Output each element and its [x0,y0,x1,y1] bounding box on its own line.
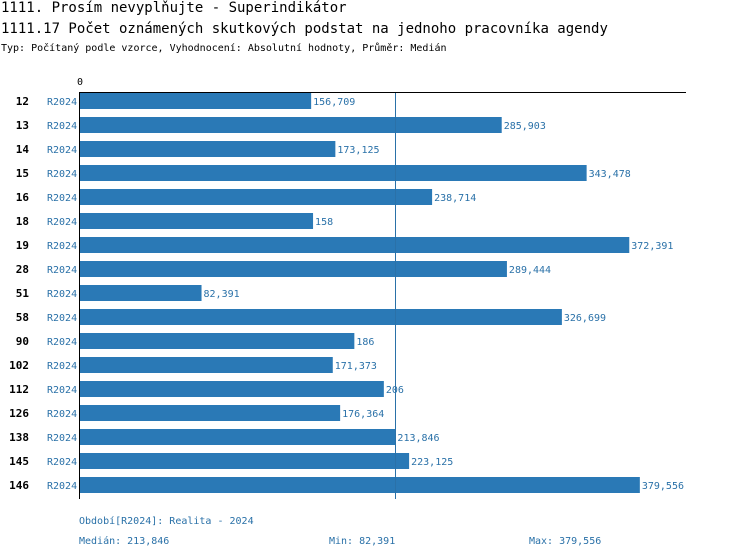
series-label: R2024 [47,265,77,276]
value-label: 173,125 [337,145,379,156]
value-label: 289,444 [509,265,551,276]
bar [80,477,640,493]
bar [80,117,502,133]
bar [80,429,396,445]
bar [80,381,384,397]
category-label: 15 [16,167,29,180]
value-label: 343,478 [589,169,631,180]
category-label: 102 [9,359,29,372]
series-label: R2024 [47,289,77,300]
value-label: 213,846 [397,433,439,444]
category-label: 112 [9,383,29,396]
value-label: 206 [386,385,404,396]
category-label: 13 [16,119,29,132]
bar [80,213,314,229]
value-label: 171,373 [335,361,377,372]
series-label: R2024 [47,121,77,132]
value-label: 156,709 [313,97,355,108]
bar [80,237,630,253]
series-label: R2024 [47,241,77,252]
category-label: 138 [9,431,29,444]
category-label: 12 [16,95,29,108]
category-label: 58 [16,311,29,324]
category-label: 14 [16,143,30,156]
category-label: 90 [16,335,29,348]
bar [80,405,341,421]
category-label: 126 [9,407,29,420]
indicator-title: 1111.17 Počet oznámených skutkových pods… [1,21,608,37]
value-label: 238,714 [434,193,476,204]
page-title: 1111. Prosím nevyplňujte - Superindikáto… [1,0,347,16]
bar [80,189,433,205]
bar [80,165,587,181]
bar [80,333,355,349]
category-label: 145 [9,455,29,468]
max-summary: Max: 379,556 [529,536,602,547]
category-label: 146 [9,479,29,492]
series-label: R2024 [47,457,77,468]
series-label: R2024 [47,313,77,324]
series-label: R2024 [47,97,77,108]
series-label: R2024 [47,481,77,492]
value-label: 82,391 [204,289,240,300]
bar [80,285,202,301]
median-summary: Medián: 213,846 [79,536,170,547]
category-label: 18 [16,215,29,228]
value-label: 158 [315,217,333,228]
series-label: R2024 [47,385,77,396]
value-label: 285,903 [504,121,546,132]
category-label: 51 [16,287,30,300]
value-label: 223,125 [411,457,453,468]
x-axis-zero-label: 0 [77,77,83,88]
min-summary: Min: 82,391 [329,536,396,547]
series-label: R2024 [47,409,77,420]
value-label: 379,556 [642,481,684,492]
indicator-subtitle: Typ: Počítaný podle vzorce, Vyhodnocení:… [1,43,447,54]
period-note: Období[R2024]: Realita - 2024 [79,516,254,527]
bar [80,309,562,325]
series-label: R2024 [47,337,77,348]
bar [80,93,312,109]
category-label: 16 [16,191,30,204]
bar [80,357,333,373]
value-label: 372,391 [631,241,673,252]
series-label: R2024 [47,433,77,444]
value-label: 186 [356,337,374,348]
bar [80,141,336,157]
series-label: R2024 [47,361,77,372]
series-label: R2024 [47,193,77,204]
series-label: R2024 [47,145,77,156]
category-label: 19 [16,239,29,252]
value-label: 176,364 [342,409,384,420]
value-label: 326,699 [564,313,606,324]
bar [80,261,507,277]
series-label: R2024 [47,217,77,228]
series-label: R2024 [47,169,77,180]
category-label: 28 [16,263,29,276]
bar [80,453,410,469]
